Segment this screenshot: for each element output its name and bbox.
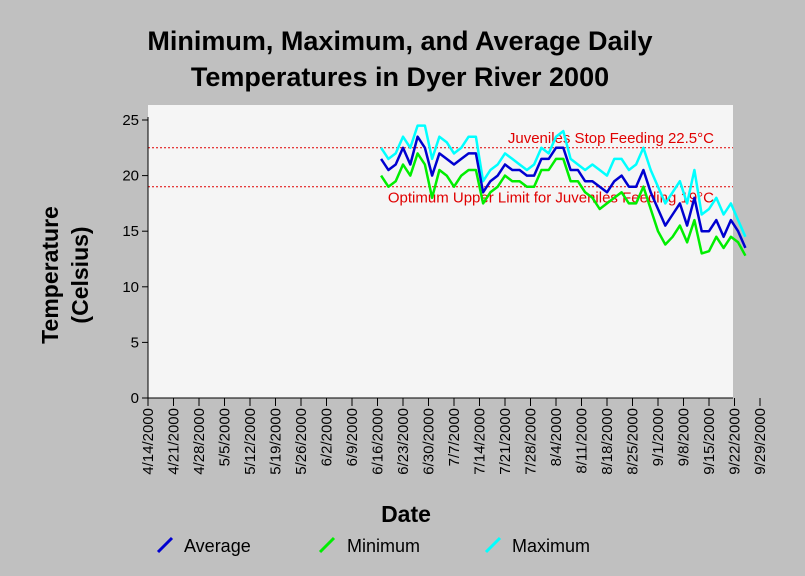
y-axis-title-line-2: (Celsius) (67, 226, 93, 323)
x-tick-label: 7/14/2000 (472, 408, 489, 475)
x-tick-label: 8/11/2000 (574, 408, 591, 474)
legend-swatch-minimum (318, 536, 336, 554)
y-tick-label: 10 (122, 279, 139, 296)
x-tick-label: 4/14/2000 (140, 408, 157, 475)
y-axis-ticks: 0 5 10 15 20 25 (122, 112, 148, 407)
y-tick-label: 0 (131, 390, 139, 407)
x-tick-label: 5/12/2000 (242, 408, 259, 475)
legend-label-minimum: Minimum (347, 536, 420, 556)
x-tick-label: 8/18/2000 (599, 408, 616, 475)
plot-area (148, 105, 733, 398)
x-tick-label: 9/29/2000 (752, 408, 769, 475)
y-tick-label: 5 (131, 334, 139, 351)
x-tick-label: 6/2/2000 (319, 408, 336, 466)
x-tick-label: 9/22/2000 (727, 408, 744, 475)
chart-title-line-2: Temperatures in Dyer River 2000 (191, 62, 609, 92)
x-tick-label: 7/28/2000 (523, 408, 540, 475)
x-tick-label: 5/5/2000 (217, 408, 234, 466)
series-line-average (380, 135, 747, 249)
y-tick-label: 15 (122, 223, 139, 240)
series-lines (380, 124, 747, 257)
legend-swatch-maximum (484, 536, 502, 554)
x-tick-label: 4/21/2000 (166, 408, 183, 475)
legend-label-maximum: Maximum (512, 536, 590, 556)
x-tick-label: 8/25/2000 (625, 408, 642, 475)
x-tick-label: 6/16/2000 (370, 408, 387, 475)
legend-swatch-average (156, 536, 174, 554)
x-tick-label: 6/30/2000 (421, 408, 438, 475)
x-tick-label: 9/1/2000 (650, 408, 667, 466)
x-tick-label: 8/4/2000 (548, 408, 565, 466)
x-tick-label: 4/28/2000 (191, 408, 208, 475)
series-line-maximum (380, 124, 747, 238)
x-tick-label: 6/9/2000 (344, 408, 361, 466)
x-tick-label: 7/7/2000 (446, 408, 463, 466)
y-tick-label: 25 (122, 112, 139, 129)
x-tick-label: 5/19/2000 (268, 408, 285, 475)
legend: Average Minimum Maximum (156, 536, 590, 556)
legend-label-average: Average (184, 536, 251, 556)
chart-title-line-1: Minimum, Maximum, and Average Daily (147, 26, 652, 56)
series-line-minimum (380, 152, 747, 257)
reference-line-label: Juveniles Stop Feeding 22.5°C (508, 130, 714, 147)
y-axis-title-line-1: Temperature (37, 206, 63, 344)
x-tick-label: 9/8/2000 (676, 408, 693, 466)
x-tick-label: 7/21/2000 (497, 408, 514, 475)
x-tick-label: 5/26/2000 (293, 408, 310, 475)
x-tick-label: 9/15/2000 (701, 408, 718, 475)
x-tick-label: 6/23/2000 (395, 408, 412, 475)
y-tick-label: 20 (122, 168, 139, 185)
x-axis-title: Date (381, 501, 431, 527)
x-axis-ticks: 4/14/2000 4/21/2000 4/28/2000 5/5/2000 5/12/… (140, 398, 769, 475)
y-axis-title: Temperature (Celsius) (37, 206, 93, 344)
